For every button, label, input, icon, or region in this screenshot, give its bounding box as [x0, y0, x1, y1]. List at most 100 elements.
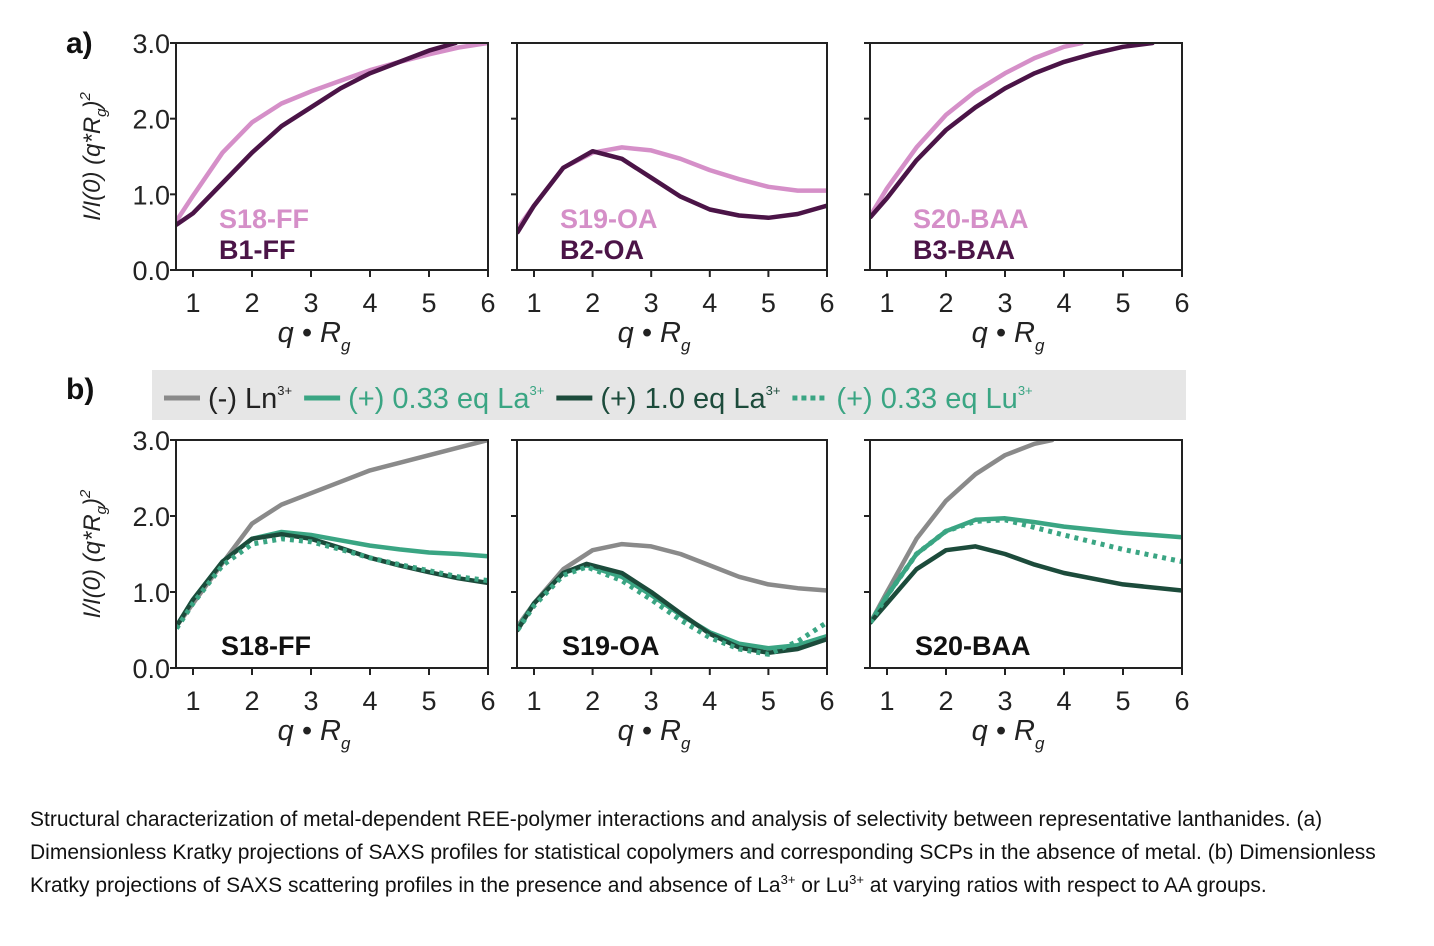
x-tick-label: 6 — [480, 686, 495, 716]
x-axis-label-sub: g — [681, 336, 691, 355]
series-line--ln3- — [176, 440, 488, 629]
caption-text: or Lu — [795, 874, 850, 897]
legend-label-sup: 3+ — [766, 383, 781, 398]
x-tick-label: 3 — [303, 686, 318, 716]
plot-panel: 1 2 3 4 5 6 q • Rg S20-BAA — [864, 439, 1190, 753]
x-tick-label: 2 — [938, 686, 953, 716]
x-axis-label: q • Rg — [972, 317, 1045, 355]
legend-label: (+) 0.33 eq Lu3+ — [836, 383, 1032, 415]
plot-frame — [175, 42, 489, 271]
x-axis-label-sub: g — [1035, 336, 1045, 355]
plot-frame — [175, 439, 489, 669]
y-axis-label-sup: 2 — [77, 489, 94, 499]
x-tick-label: 6 — [1174, 288, 1189, 318]
y-tick-label: 3.0 — [132, 29, 170, 59]
plot-panel: 1 2 3 4 5 6 q • Rg S18-FF — [170, 439, 496, 753]
y-axis-label-sup: 2 — [77, 91, 94, 101]
plot-frame — [516, 42, 828, 271]
x-tick-label: 4 — [1056, 686, 1071, 716]
series-annotation: S18-FF — [221, 631, 311, 661]
y-tick-label: 1.0 — [132, 578, 170, 608]
series-line--ln3- — [517, 541, 827, 629]
series-annotation: S20-BAA — [913, 204, 1029, 234]
y-tick-label: 2.0 — [132, 105, 170, 135]
x-tick-label: 5 — [761, 686, 776, 716]
series-annotation: S19-OA — [562, 631, 660, 661]
x-tick-label: 4 — [1056, 288, 1071, 318]
x-tick-label: 5 — [421, 686, 436, 716]
y-tick-label: 0.0 — [132, 654, 170, 684]
x-tick-label: 6 — [1174, 686, 1189, 716]
text-span: (-) Ln — [208, 383, 277, 415]
y-tick-label: 2.0 — [132, 502, 170, 532]
x-tick-label: 6 — [480, 288, 495, 318]
x-tick-label: 3 — [997, 686, 1012, 716]
caption-sup: 3+ — [780, 872, 796, 887]
x-tick-label: 5 — [1115, 686, 1130, 716]
series-line-s18-ff — [176, 43, 488, 224]
text-span: q • R — [618, 715, 681, 747]
figure-caption: Structural characterization of metal-dep… — [30, 803, 1420, 902]
y-axis-label: I/I(0) (q*Rg)2 — [77, 489, 110, 618]
text-span: (+) 0.33 eq La — [348, 383, 530, 415]
y-axis-label-sub: g — [93, 108, 110, 117]
x-axis-label: q • Rg — [278, 715, 351, 753]
x-tick-label: 4 — [362, 288, 377, 318]
legend-background — [152, 370, 1186, 420]
x-tick-label: 2 — [244, 288, 259, 318]
x-axis-label-sub: g — [681, 734, 691, 753]
series-line--1-0-eq-la3- — [176, 531, 488, 629]
legend-label: (-) Ln3+ — [208, 383, 292, 415]
series-line-s20-baa — [870, 43, 1084, 218]
legend-label-sup: 3+ — [1018, 383, 1033, 398]
x-tick-label: 5 — [1115, 288, 1130, 318]
x-tick-label: 1 — [879, 686, 894, 716]
caption-sup: 3+ — [849, 872, 864, 887]
legend-label: (+) 1.0 eq La3+ — [600, 383, 780, 415]
series-annotation: S20-BAA — [915, 631, 1031, 661]
x-tick-label: 5 — [761, 288, 776, 318]
series-annotation: B2-OA — [560, 235, 644, 265]
x-axis-label-sub: g — [1035, 734, 1045, 753]
series-line--0-33-eq-lu3- — [870, 517, 1182, 624]
x-tick-label: 4 — [702, 686, 717, 716]
x-tick-label: 3 — [303, 288, 318, 318]
x-tick-label: 2 — [938, 288, 953, 318]
caption-text: at varying ratios with respect to AA gro… — [863, 874, 1267, 897]
legend-label-sup: 3+ — [530, 383, 545, 398]
plot-frame — [516, 439, 828, 669]
y-tick-label: 1.0 — [132, 180, 170, 210]
x-tick-label: 2 — [244, 686, 259, 716]
x-tick-label: 3 — [997, 288, 1012, 318]
x-tick-label: 1 — [185, 686, 200, 716]
series-line-b2-oa — [517, 148, 827, 235]
series-annotation: B3-BAA — [913, 235, 1015, 265]
text-span: q • R — [618, 317, 681, 349]
x-axis-label: q • Rg — [618, 715, 691, 753]
text-span: I/I(0) (q*R — [79, 117, 106, 221]
y-axis-label-tail: ) — [79, 498, 106, 509]
x-tick-label: 5 — [421, 288, 436, 318]
text-span: q • R — [972, 317, 1035, 349]
x-tick-label: 3 — [644, 686, 659, 716]
x-tick-label: 4 — [362, 686, 377, 716]
x-tick-label: 2 — [585, 686, 600, 716]
text-span: (+) 0.33 eq Lu — [836, 383, 1017, 415]
x-axis-label: q • Rg — [972, 715, 1045, 753]
series-annotation: S18-FF — [219, 204, 309, 234]
x-axis-label: q • Rg — [618, 317, 691, 355]
y-tick-label: 0.0 — [132, 256, 170, 286]
y-axis-label-tail: ) — [79, 100, 106, 111]
x-tick-label: 3 — [644, 288, 659, 318]
plot-frame — [869, 439, 1183, 669]
y-tick-label: 3.0 — [132, 426, 170, 456]
text-span: I/I(0) (q*R — [79, 514, 106, 618]
kratky-figure: a)I/I(0) (q*Rg)20.01.02.03.01 2 3 4 5 6q • Rg… — [66, 27, 1190, 753]
x-tick-label: 1 — [185, 288, 200, 318]
plot-panel: 1 2 3 4 5 6 q • Rg S19-OA — [511, 439, 835, 753]
series-line-b3-baa — [870, 43, 1155, 220]
series-annotation: S19-OA — [560, 204, 658, 234]
text-span: q • R — [278, 317, 341, 349]
